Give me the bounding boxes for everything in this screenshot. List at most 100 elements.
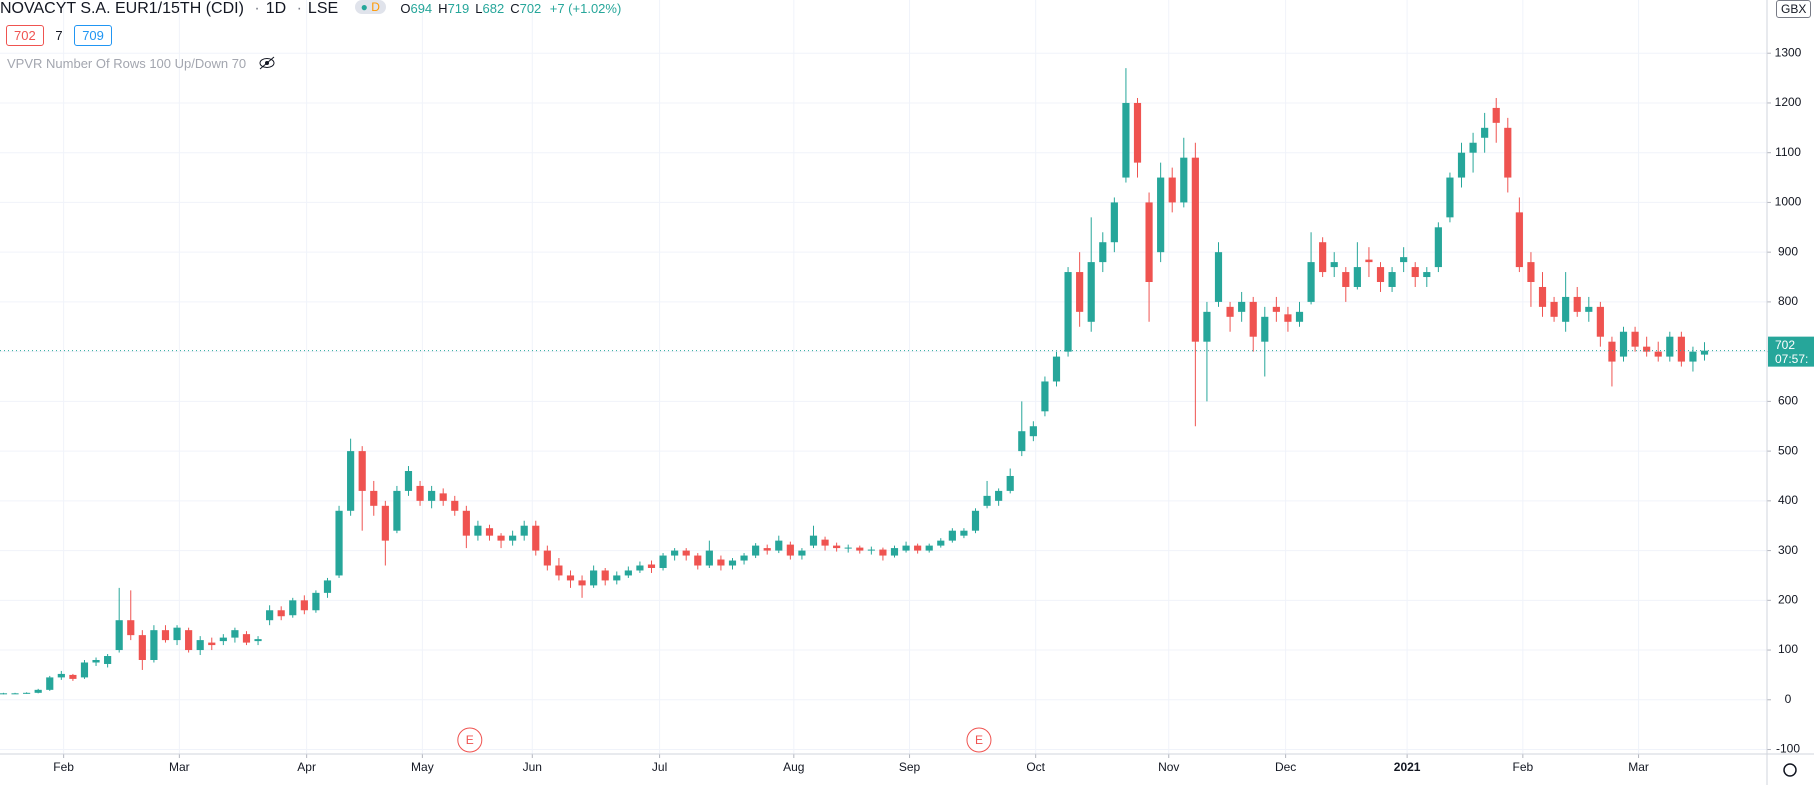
ohlc-value: 682 xyxy=(482,1,505,16)
x-tick-label: May xyxy=(411,760,434,774)
candle-body xyxy=(358,451,366,491)
candle-body xyxy=(1330,262,1338,268)
candle-body xyxy=(1284,314,1292,322)
candle-body xyxy=(462,510,470,536)
y-tick-label: 1300 xyxy=(1775,45,1802,59)
candle-body xyxy=(1666,336,1674,357)
candle-body xyxy=(1654,351,1662,357)
candle-body xyxy=(1272,306,1280,312)
candle-body xyxy=(1145,202,1153,283)
candle-body xyxy=(150,630,158,660)
earnings-label: E xyxy=(975,733,983,747)
candle-body xyxy=(555,565,563,576)
candle-body xyxy=(161,630,170,641)
candle-body xyxy=(1122,102,1130,178)
candle-body xyxy=(300,600,308,611)
x-tick-label: Dec xyxy=(1275,760,1296,774)
candle-body xyxy=(1353,267,1361,287)
countdown: 07:57: xyxy=(1775,352,1808,366)
candle-body xyxy=(1527,262,1535,283)
candle-body xyxy=(1133,102,1142,163)
candle-body xyxy=(601,570,609,581)
candle-body xyxy=(833,545,841,549)
candle-body xyxy=(185,630,193,651)
candle-body xyxy=(115,620,123,651)
currency[interactable]: GBX xyxy=(1776,0,1812,18)
candle-body xyxy=(717,559,725,566)
earnings-label: E xyxy=(466,733,474,747)
ohlc-label: O xyxy=(400,1,411,16)
symbol-title[interactable]: NOVACYT S.A. EUR1/15TH (CDI) xyxy=(0,0,244,17)
ohlc-value: 694 xyxy=(410,1,433,16)
candle-body xyxy=(219,637,227,642)
interval[interactable]: 1D xyxy=(265,0,287,17)
candle-body xyxy=(1307,262,1315,302)
candle-body xyxy=(1238,301,1246,312)
hide-icon[interactable] xyxy=(258,56,276,70)
candle-body xyxy=(1099,242,1107,263)
candle-body xyxy=(1423,272,1431,278)
candle-body xyxy=(266,610,274,621)
ohlc-label: C xyxy=(510,1,520,16)
candle-body xyxy=(694,555,702,566)
candle-body xyxy=(1400,257,1408,263)
candle-body xyxy=(1365,259,1373,263)
candle-body xyxy=(1631,331,1639,347)
y-tick-label: 100 xyxy=(1778,642,1798,656)
candle-body xyxy=(1018,431,1026,452)
candle-body xyxy=(34,689,42,693)
candle-body xyxy=(798,550,806,556)
candle-body xyxy=(809,535,818,546)
candle-body xyxy=(1295,311,1304,322)
candle-body xyxy=(960,530,968,536)
candle-body xyxy=(497,535,505,541)
candle-body xyxy=(532,525,540,551)
price-label: 702 xyxy=(1775,338,1795,352)
x-tick-label: Mar xyxy=(1628,760,1649,774)
earnings-marker[interactable] xyxy=(966,727,992,753)
x-tick-label: Sep xyxy=(899,760,921,774)
indicator-label[interactable]: VPVR Number Of Rows 100 Up/Down 70 xyxy=(7,56,247,71)
candle-body xyxy=(1643,346,1651,352)
earnings-marker[interactable] xyxy=(457,727,483,753)
x-tick-label: Feb xyxy=(53,760,74,774)
candle-body xyxy=(775,540,783,551)
candle-body xyxy=(92,659,100,663)
candle-body xyxy=(1562,296,1570,322)
candle-body xyxy=(1596,306,1604,337)
candle-body xyxy=(983,495,991,506)
candle-body xyxy=(1573,296,1581,312)
candle-body xyxy=(289,600,297,616)
candle-body xyxy=(1538,286,1547,307)
bid[interactable]: 702 xyxy=(6,25,44,46)
candle-body xyxy=(624,570,632,576)
settings-icon[interactable] xyxy=(1783,763,1797,777)
candle-body xyxy=(659,555,667,568)
ohlc-label: H xyxy=(438,1,448,16)
candle-body xyxy=(1261,316,1269,342)
candle-body xyxy=(335,510,343,576)
exchange: LSE xyxy=(307,0,339,17)
x-tick-label: Mar xyxy=(169,760,190,774)
candle-body xyxy=(948,530,956,541)
y-tick-label: 500 xyxy=(1778,443,1798,457)
ask[interactable]: 709 xyxy=(74,25,112,46)
candle-body xyxy=(23,692,31,694)
candle-body xyxy=(740,555,748,561)
indicator: VPVR Number Of Rows 100 Up/Down 70 xyxy=(7,56,276,71)
candle-body xyxy=(381,505,389,541)
candle-body xyxy=(879,549,887,556)
candle-body xyxy=(104,656,112,664)
candle-body xyxy=(902,545,910,551)
candle-body xyxy=(312,592,320,611)
candle-body xyxy=(705,550,713,566)
candle-body xyxy=(57,673,65,678)
ohlc: O694 H719 L682 C702 xyxy=(400,1,541,16)
candle-body xyxy=(520,525,528,536)
candle-body xyxy=(636,565,644,571)
candle-body xyxy=(1087,262,1095,322)
x-tick-label: Oct xyxy=(1026,760,1045,774)
candle-body xyxy=(69,674,77,679)
candle-body xyxy=(1203,311,1211,342)
